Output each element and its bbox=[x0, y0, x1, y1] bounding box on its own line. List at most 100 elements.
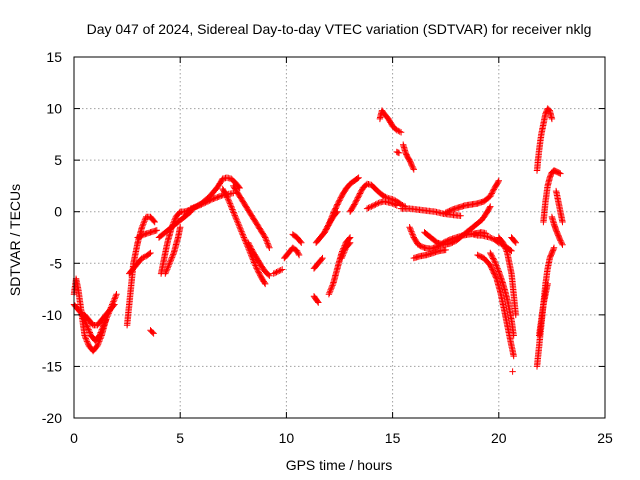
data-point bbox=[111, 295, 118, 302]
data-point bbox=[407, 226, 414, 234]
data-point bbox=[165, 261, 173, 268]
y-tick-label: -15 bbox=[42, 358, 62, 374]
data-point bbox=[141, 218, 148, 225]
data-point bbox=[83, 338, 91, 345]
data-point bbox=[559, 218, 566, 226]
data-point bbox=[511, 238, 519, 245]
data-point bbox=[265, 243, 272, 250]
data-point bbox=[84, 324, 92, 332]
x-axis-label: GPS time / hours bbox=[286, 457, 393, 473]
data-point bbox=[487, 234, 494, 241]
data-point bbox=[457, 212, 464, 219]
data-point bbox=[346, 240, 353, 247]
data-point bbox=[162, 268, 170, 276]
data-point bbox=[550, 244, 558, 251]
data-point bbox=[265, 241, 272, 249]
data-point bbox=[495, 177, 502, 184]
x-tick-label: 0 bbox=[70, 430, 78, 446]
data-point bbox=[100, 322, 107, 329]
data-point bbox=[501, 243, 509, 251]
data-point bbox=[495, 266, 502, 274]
data-point bbox=[339, 253, 346, 260]
data-point bbox=[408, 229, 416, 237]
data-point bbox=[263, 237, 270, 244]
data-point bbox=[393, 202, 400, 209]
data-point bbox=[393, 127, 400, 134]
data-point bbox=[271, 269, 279, 277]
data-point bbox=[153, 227, 160, 234]
data-point bbox=[151, 218, 158, 226]
data-point bbox=[366, 204, 374, 211]
data-point bbox=[325, 220, 333, 228]
data-point bbox=[395, 127, 402, 135]
data-point bbox=[408, 162, 415, 169]
data-point bbox=[139, 222, 146, 229]
data-point bbox=[241, 235, 248, 243]
data-point bbox=[340, 249, 348, 256]
data-point bbox=[215, 193, 222, 200]
data-point bbox=[326, 289, 333, 296]
data-point bbox=[355, 174, 362, 181]
data-point bbox=[177, 224, 184, 231]
data-point bbox=[150, 330, 157, 337]
plot-frame bbox=[73, 56, 606, 419]
data-point bbox=[265, 271, 272, 278]
data-point bbox=[149, 329, 156, 336]
data-point bbox=[262, 280, 269, 288]
y-tick-label: -5 bbox=[50, 255, 63, 271]
data-point bbox=[363, 205, 371, 212]
data-point bbox=[262, 235, 269, 243]
data-point bbox=[327, 286, 334, 293]
data-point bbox=[99, 323, 107, 330]
data-point bbox=[83, 336, 90, 344]
data-point bbox=[111, 301, 118, 308]
data-point bbox=[486, 204, 493, 211]
data-point bbox=[548, 115, 556, 123]
data-point bbox=[489, 267, 497, 274]
data-point bbox=[501, 242, 508, 249]
data-point bbox=[369, 202, 376, 210]
data-point bbox=[206, 197, 213, 204]
data-point bbox=[240, 232, 247, 240]
data-point bbox=[167, 257, 174, 264]
data-point bbox=[354, 175, 361, 182]
data-point bbox=[352, 198, 359, 205]
data-point bbox=[224, 194, 231, 201]
data-point bbox=[488, 235, 495, 242]
data-point bbox=[227, 201, 234, 209]
data-point bbox=[503, 248, 510, 255]
data-point bbox=[94, 342, 101, 349]
data-point bbox=[262, 234, 269, 241]
data-point bbox=[279, 266, 286, 273]
data-point bbox=[512, 311, 519, 319]
data-point bbox=[397, 129, 405, 136]
data-point bbox=[250, 257, 257, 265]
data-point bbox=[337, 195, 344, 203]
data-point bbox=[170, 251, 177, 258]
data-point bbox=[223, 193, 231, 200]
data-point bbox=[162, 270, 169, 277]
data-point bbox=[557, 170, 564, 177]
data-point bbox=[326, 288, 334, 295]
data-point bbox=[489, 188, 496, 196]
data-point bbox=[319, 254, 326, 262]
data-point bbox=[487, 191, 495, 199]
data-point bbox=[356, 190, 364, 197]
data-point bbox=[328, 213, 336, 220]
data-point bbox=[328, 283, 336, 291]
data-point bbox=[356, 191, 363, 199]
data-point bbox=[261, 233, 268, 240]
data-point bbox=[234, 218, 241, 225]
data-point bbox=[81, 332, 88, 339]
data-point bbox=[235, 221, 242, 228]
data-point bbox=[410, 232, 417, 240]
data-point bbox=[325, 291, 333, 298]
data-point bbox=[252, 263, 260, 271]
data-point bbox=[556, 169, 563, 177]
data-point bbox=[82, 320, 90, 327]
data-point bbox=[326, 217, 334, 225]
data-points bbox=[70, 105, 566, 375]
data-point bbox=[168, 254, 176, 261]
data-point bbox=[334, 199, 342, 207]
data-point bbox=[231, 210, 238, 218]
